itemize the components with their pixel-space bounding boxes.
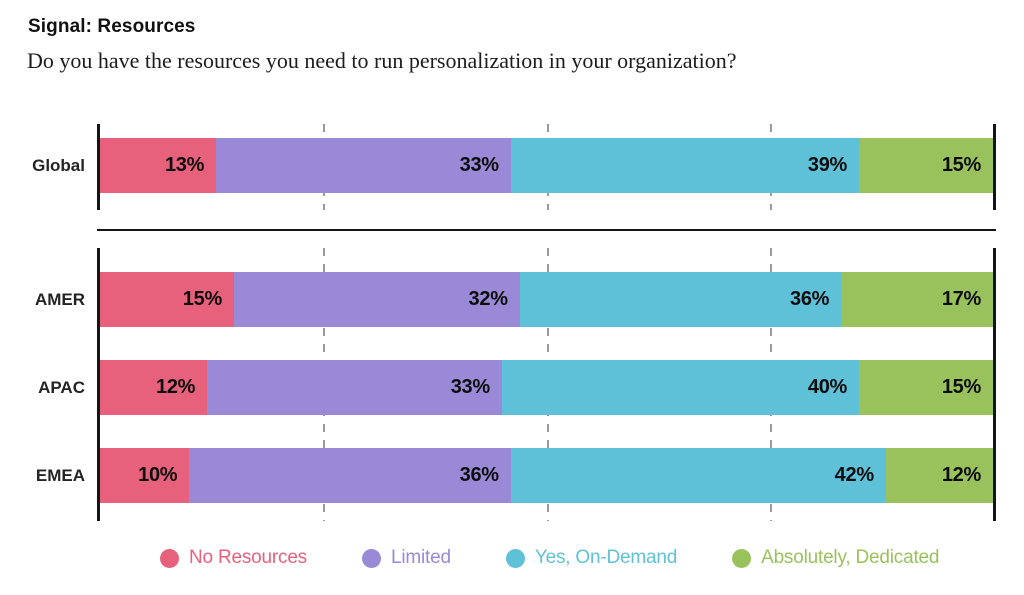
- bar-segment-yes-on-demand: 36%: [519, 272, 842, 327]
- bar-segment-yes-on-demand: 40%: [501, 360, 860, 415]
- legend-item-limited: Limited: [361, 547, 451, 569]
- bar-value-label: 33%: [450, 376, 490, 398]
- bar-segment-limited: 33%: [216, 138, 511, 193]
- bar-value-label: 10%: [138, 464, 178, 486]
- group-separator-line: [97, 229, 996, 231]
- bar-value-label: 32%: [468, 288, 508, 310]
- bar-segment-absolutely-dedicated: 17%: [841, 272, 993, 327]
- legend-dot-limited-icon: [361, 548, 381, 568]
- chart-title: Signal: Resources: [28, 16, 196, 37]
- bar-segment-no-resources: 13%: [100, 138, 217, 193]
- bar-value-label: 39%: [807, 154, 848, 176]
- bar-value-label: 15%: [941, 154, 981, 176]
- bar-value-label: 13%: [164, 154, 205, 176]
- bar-segment-yes-on-demand: 42%: [510, 448, 886, 503]
- bar-segment-limited: 32%: [233, 272, 520, 327]
- bar-value-label: 12%: [941, 464, 981, 486]
- legend-dot-no-resources-icon: [160, 548, 179, 568]
- legend: No Resources Limited Yes, On-Demand Absolut…: [160, 545, 939, 571]
- plot-group-regions: AMER 15% 32% 36% 17% APAC 12% 33% 40% 15% EMEA 10% 3…: [35, 248, 996, 521]
- bar-row-amer: AMER 15% 32% 36% 17%: [35, 272, 993, 327]
- bar-segment-absolutely-dedicated: 15%: [859, 360, 993, 415]
- bar-value-label: 36%: [790, 288, 830, 310]
- legend-label-absolutely-dedicated: Absolutely, Dedicated: [761, 547, 940, 568]
- bar-segment-limited: 36%: [189, 448, 511, 503]
- bar-segment-yes-on-demand: 39%: [510, 138, 860, 193]
- bar-row-apac: APAC 12% 33% 40% 15%: [38, 360, 993, 415]
- bar-segment-absolutely-dedicated: 15%: [859, 138, 993, 193]
- bar-value-label: 36%: [459, 464, 499, 486]
- legend-label-limited: Limited: [390, 547, 451, 568]
- bar-row-emea: EMEA 10% 36% 42% 12%: [36, 448, 993, 503]
- bar-segment-limited: 33%: [207, 360, 502, 415]
- bar-segment-absolutely-dedicated: 12%: [885, 448, 993, 503]
- legend-item-yes-on-demand: Yes, On-Demand: [505, 547, 678, 569]
- bar-value-label: 42%: [834, 464, 874, 486]
- row-label-global: Global: [32, 156, 85, 175]
- bar-value-label: 15%: [182, 288, 222, 310]
- legend-dot-yes-on-demand-icon: [505, 548, 525, 568]
- row-label-amer: AMER: [34, 290, 85, 309]
- chart-subtitle: Do you have the resources you need to ru…: [27, 48, 737, 73]
- legend-item-no-resources: No Resources: [160, 547, 307, 569]
- legend-item-absolutely-dedicated: Absolutely, Dedicated: [732, 547, 939, 569]
- bar-value-label: 40%: [807, 376, 848, 398]
- bar-value-label: 17%: [941, 288, 981, 310]
- bar-segment-no-resources: 15%: [100, 272, 234, 327]
- legend-label-yes-on-demand: Yes, On-Demand: [534, 547, 678, 568]
- bar-value-label: 33%: [459, 154, 499, 176]
- bar-segment-no-resources: 12%: [100, 360, 208, 415]
- bar-row-global: Global 13% 33% 39% 15%: [32, 138, 993, 193]
- bar-value-label: 12%: [156, 376, 196, 398]
- legend-dot-absolutely-dedicated-icon: [732, 548, 752, 568]
- bar-value-label: 15%: [941, 376, 981, 398]
- row-label-emea: EMEA: [35, 466, 85, 485]
- plot-group-global: Global 13% 33% 39% 15%: [32, 124, 996, 210]
- row-label-apac: APAC: [38, 378, 85, 397]
- bar-segment-no-resources: 10%: [100, 448, 190, 503]
- legend-label-no-resources: No Resources: [189, 547, 307, 568]
